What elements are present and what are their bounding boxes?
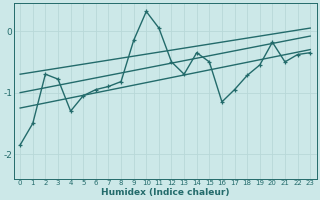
X-axis label: Humidex (Indice chaleur): Humidex (Indice chaleur): [101, 188, 229, 197]
